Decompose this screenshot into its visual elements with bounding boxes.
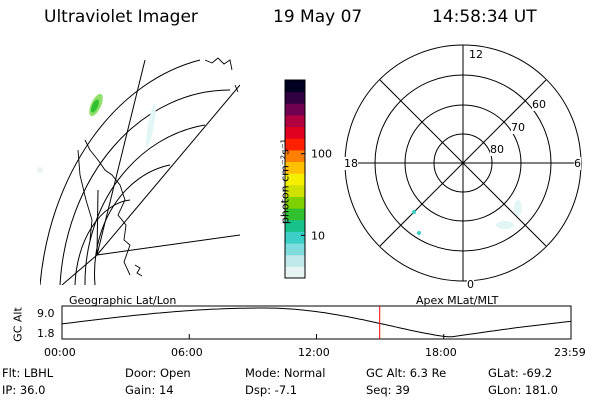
colorbar-cell	[285, 138, 305, 151]
mlt-label-0: 0	[467, 278, 474, 291]
coastline	[234, 84, 239, 93]
time-tick-label: 23:59	[554, 346, 586, 359]
time-label: 14:58:34 UT	[432, 7, 537, 27]
mlt-meridian	[379, 79, 547, 247]
colorbar-cell	[285, 231, 305, 244]
coastline	[84, 139, 131, 276]
colorbar-cell	[285, 196, 305, 209]
geo-longitude-line	[96, 234, 240, 256]
geo-longitude-line	[96, 189, 99, 256]
mlt-label-12: 12	[469, 48, 483, 61]
altitude-ytick-top: 9.0	[37, 307, 55, 320]
mlat-label-70: 70	[511, 121, 525, 134]
colorbar-cell	[285, 184, 305, 197]
colorbar-cell	[285, 91, 305, 104]
geographic-panel-label: Geographic Lat/Lon	[69, 294, 177, 307]
geo-latitude-line	[84, 124, 206, 285]
colorbar-cell	[285, 126, 305, 139]
date-label: 19 May 07	[273, 7, 363, 27]
time-tick-label: 06:00	[171, 346, 203, 359]
geo-longitude-line	[96, 59, 146, 256]
aurora-emission	[417, 231, 421, 235]
altitude-curve	[61, 307, 572, 338]
glat-status: GLat: -69.2	[488, 366, 553, 380]
instrument-title: Ultraviolet Imager	[44, 7, 198, 27]
gain-status: Gain: 14	[125, 383, 174, 397]
geo-longitude-line	[61, 254, 98, 285]
mlat-label-80: 80	[490, 143, 504, 156]
colorbar-cell	[285, 219, 305, 232]
colorbar-cell	[285, 161, 305, 174]
mlt-label-6: 6	[574, 157, 581, 170]
altitude-ytick-bottom: 1.8	[37, 327, 55, 340]
colorbar-cell	[285, 173, 305, 186]
aurora-emission	[496, 221, 514, 229]
time-tick-label: 12:00	[298, 346, 330, 359]
colorbar-cell	[285, 208, 305, 221]
colorbar-cell	[285, 254, 305, 267]
colorbar-cell	[285, 103, 305, 116]
colorbar-cell	[285, 149, 305, 163]
ip-status: IP: 36.0	[2, 383, 46, 397]
aurora-emission	[146, 103, 156, 147]
colorbar-cell	[285, 243, 305, 256]
aurora-emission	[514, 200, 522, 216]
apex-panel-label: Apex MLat/MLT	[416, 294, 499, 307]
glon-status: GLon: 181.0	[488, 383, 558, 397]
mlat-label-60: 60	[532, 98, 546, 111]
coastline	[134, 264, 143, 277]
geo-latitude-line	[94, 164, 171, 285]
colorbar-tick-label: 100	[311, 148, 332, 161]
seq-status: Seq: 39	[366, 383, 410, 397]
geo-longitude-line	[96, 84, 240, 256]
dsp-status: Dsp: -7.1	[245, 383, 298, 397]
geo-latitude-line	[59, 89, 231, 285]
coastline	[204, 57, 233, 71]
mode-status: Mode: Normal	[245, 366, 326, 380]
geo-latitude-line	[74, 199, 131, 285]
filter-status: Flt: LBHL	[2, 366, 54, 380]
coastline	[77, 149, 93, 241]
colorbar-cell	[285, 80, 305, 93]
aurora-emission	[90, 99, 100, 113]
aurora-emission	[412, 210, 416, 214]
colorbar-tick-label: 10	[311, 229, 325, 242]
colorbar-cell	[285, 114, 305, 128]
time-tick-label: 00:00	[44, 346, 76, 359]
aurora-emission	[37, 167, 43, 173]
geo-latitude-line	[40, 59, 201, 285]
time-tick-label: 18:00	[425, 346, 457, 359]
door-status: Door: Open	[125, 366, 191, 380]
gc-alt-status: GC Alt: 6.3 Re	[366, 366, 447, 380]
colorbar-cell	[285, 266, 305, 279]
mlt-label-18: 18	[344, 157, 358, 170]
altitude-axis-label: GC Alt	[11, 307, 25, 342]
